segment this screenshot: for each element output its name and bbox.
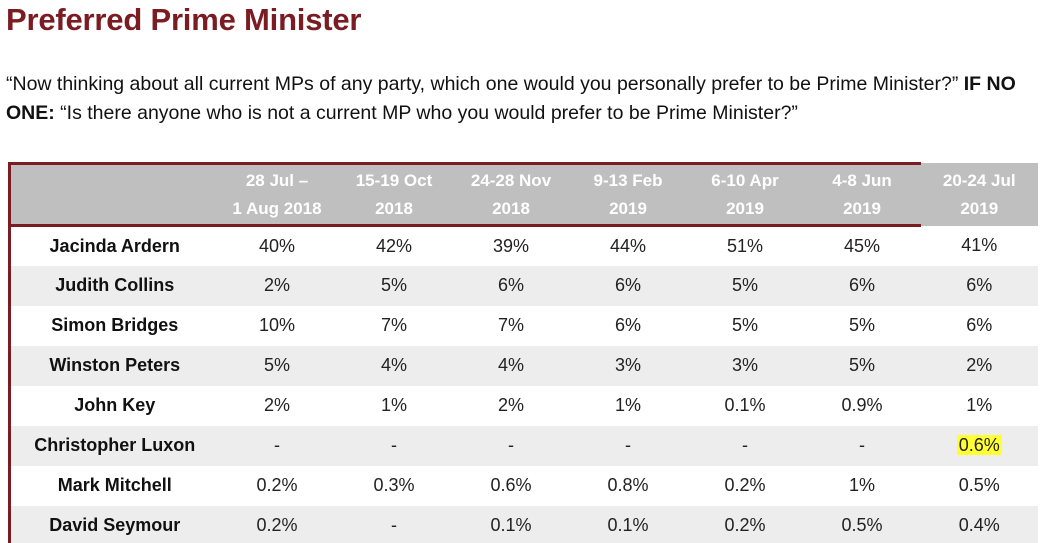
table-cell: 0.1% [569, 505, 687, 543]
table-cell: 2% [920, 345, 1038, 386]
highlighted-value: 0.6% [956, 435, 1002, 455]
row-label: Judith Collins [8, 265, 219, 306]
table-cell: - [803, 425, 921, 466]
row-label: Simon Bridges [8, 305, 219, 346]
table-cell: 0.4% [920, 505, 1038, 543]
table-cell: 5% [218, 345, 336, 386]
table-cell: 5% [803, 345, 921, 386]
table-cell: 10% [218, 305, 336, 346]
row-label: John Key [8, 385, 219, 426]
row-label: Winston Peters [8, 345, 219, 386]
table-cell: 3% [569, 345, 687, 386]
table-cell: 0.6% [920, 425, 1038, 466]
table-row: Mark Mitchell 0.2% 0.3% 0.6% 0.8% 0.2% 1% 0.5% [8, 465, 1038, 506]
table-cell: - [335, 505, 453, 543]
table-cell: 0.2% [218, 505, 336, 543]
table-body: Jacinda Ardern 40% 42% 39% 44% 51% 45% 41% Judit… [8, 225, 1038, 543]
table-cell: - [335, 425, 453, 466]
table-row: Winston Peters 5% 4% 4% 3% 3% 5% 2% [8, 345, 1038, 386]
row-label: Jacinda Ardern [8, 225, 219, 266]
table-cell: 0.3% [335, 465, 453, 506]
results-table: 28 Jul –1 Aug 2018 15-19 Oct 2018 24-28 N… [8, 162, 1038, 543]
table-cell: 51% [686, 225, 804, 266]
table-cell: 1% [920, 385, 1038, 426]
table-cell: 0.9% [803, 385, 921, 426]
table-cell: 5% [803, 305, 921, 346]
table-cell: 3% [686, 345, 804, 386]
table-cell: 0.2% [218, 465, 336, 506]
table-cell: 40% [218, 225, 336, 266]
row-label: Mark Mitchell [8, 465, 219, 506]
table-cell: 6% [569, 265, 687, 306]
table-row: John Key 2% 1% 2% 1% 0.1% 0.9% 1% [8, 385, 1038, 426]
question-text-1: “Now thinking about all current MPs of a… [6, 73, 964, 95]
column-header: 20-24 Jul 2019 [920, 163, 1038, 226]
question-text-2: “Is there anyone who is not a current MP… [54, 102, 798, 124]
table-cell: 2% [452, 385, 570, 426]
table-cell: 6% [569, 305, 687, 346]
table-cell: 4% [335, 345, 453, 386]
row-label: Christopher Luxon [8, 425, 219, 466]
header-empty-cell [8, 162, 219, 227]
table-cell: 0.2% [686, 505, 804, 543]
table-cell: 2% [218, 385, 336, 426]
table-cell: 6% [920, 265, 1038, 306]
table-cell: 0.1% [686, 385, 804, 426]
question-condition: IF NO ONE: [6, 73, 1016, 124]
table-cell: 0.5% [920, 465, 1038, 506]
column-header: 24-28 Nov 2018 [452, 162, 570, 227]
table-cell: 6% [452, 265, 570, 306]
table-cell: 1% [803, 465, 921, 506]
table-cell: 44% [569, 225, 687, 266]
column-header: 6-10 Apr 2019 [686, 162, 804, 227]
table-cell: 45% [803, 225, 921, 266]
table-cell: 2% [218, 265, 336, 306]
table-cell: 42% [335, 225, 453, 266]
table-cell: - [686, 425, 804, 466]
page-title: Preferred Prime Minister [6, 2, 362, 37]
table-cell: 0.5% [803, 505, 921, 543]
table-row: David Seymour 0.2% -0.1% 0.1% 0.2% 0.5% 0.4% [8, 505, 1038, 543]
column-header: 28 Jul –1 Aug 2018 [218, 162, 336, 227]
table-cell: 0.6% [452, 465, 570, 506]
table-row: Jacinda Ardern 40% 42% 39% 44% 51% 45% 41% [8, 225, 1038, 266]
table-cell: 5% [686, 305, 804, 346]
table-cell: 1% [335, 385, 453, 426]
table-cell: 1% [569, 385, 687, 426]
table-row: Simon Bridges 10% 7% 7% 6% 5% 5% 6% [8, 305, 1038, 346]
table-cell: - [452, 425, 570, 466]
row-label: David Seymour [8, 505, 219, 543]
column-header: 4-8 Jun 2019 [803, 162, 921, 227]
table-cell: 39% [452, 225, 570, 266]
column-header: 15-19 Oct 2018 [335, 162, 453, 227]
table-cell: - [569, 425, 687, 466]
table-row: Christopher Luxon - - - - - -0.6% [8, 425, 1038, 466]
table-cell: 7% [452, 305, 570, 346]
table-row: Judith Collins 2% 5% 6% 6% 5% 6% 6% [8, 265, 1038, 306]
table-cell: 7% [335, 305, 453, 346]
table-cell: - [218, 425, 336, 466]
table-cell: 6% [803, 265, 921, 306]
table-cell: 6% [920, 305, 1038, 346]
table-cell: 0.2% [686, 465, 804, 506]
column-header: 9-13 Feb 2019 [569, 162, 687, 227]
table-header-row: 28 Jul –1 Aug 2018 15-19 Oct 2018 24-28 N… [8, 162, 1038, 227]
table-cell: 41% [920, 225, 1038, 266]
survey-question: “Now thinking about all current MPs of a… [6, 70, 1046, 128]
table-cell: 5% [335, 265, 453, 306]
table-cell: 0.8% [569, 465, 687, 506]
table-cell: 0.1% [452, 505, 570, 543]
table-cell: 4% [452, 345, 570, 386]
table-cell: 5% [686, 265, 804, 306]
results-table-container: 28 Jul –1 Aug 2018 15-19 Oct 2018 24-28 N… [8, 162, 1038, 543]
